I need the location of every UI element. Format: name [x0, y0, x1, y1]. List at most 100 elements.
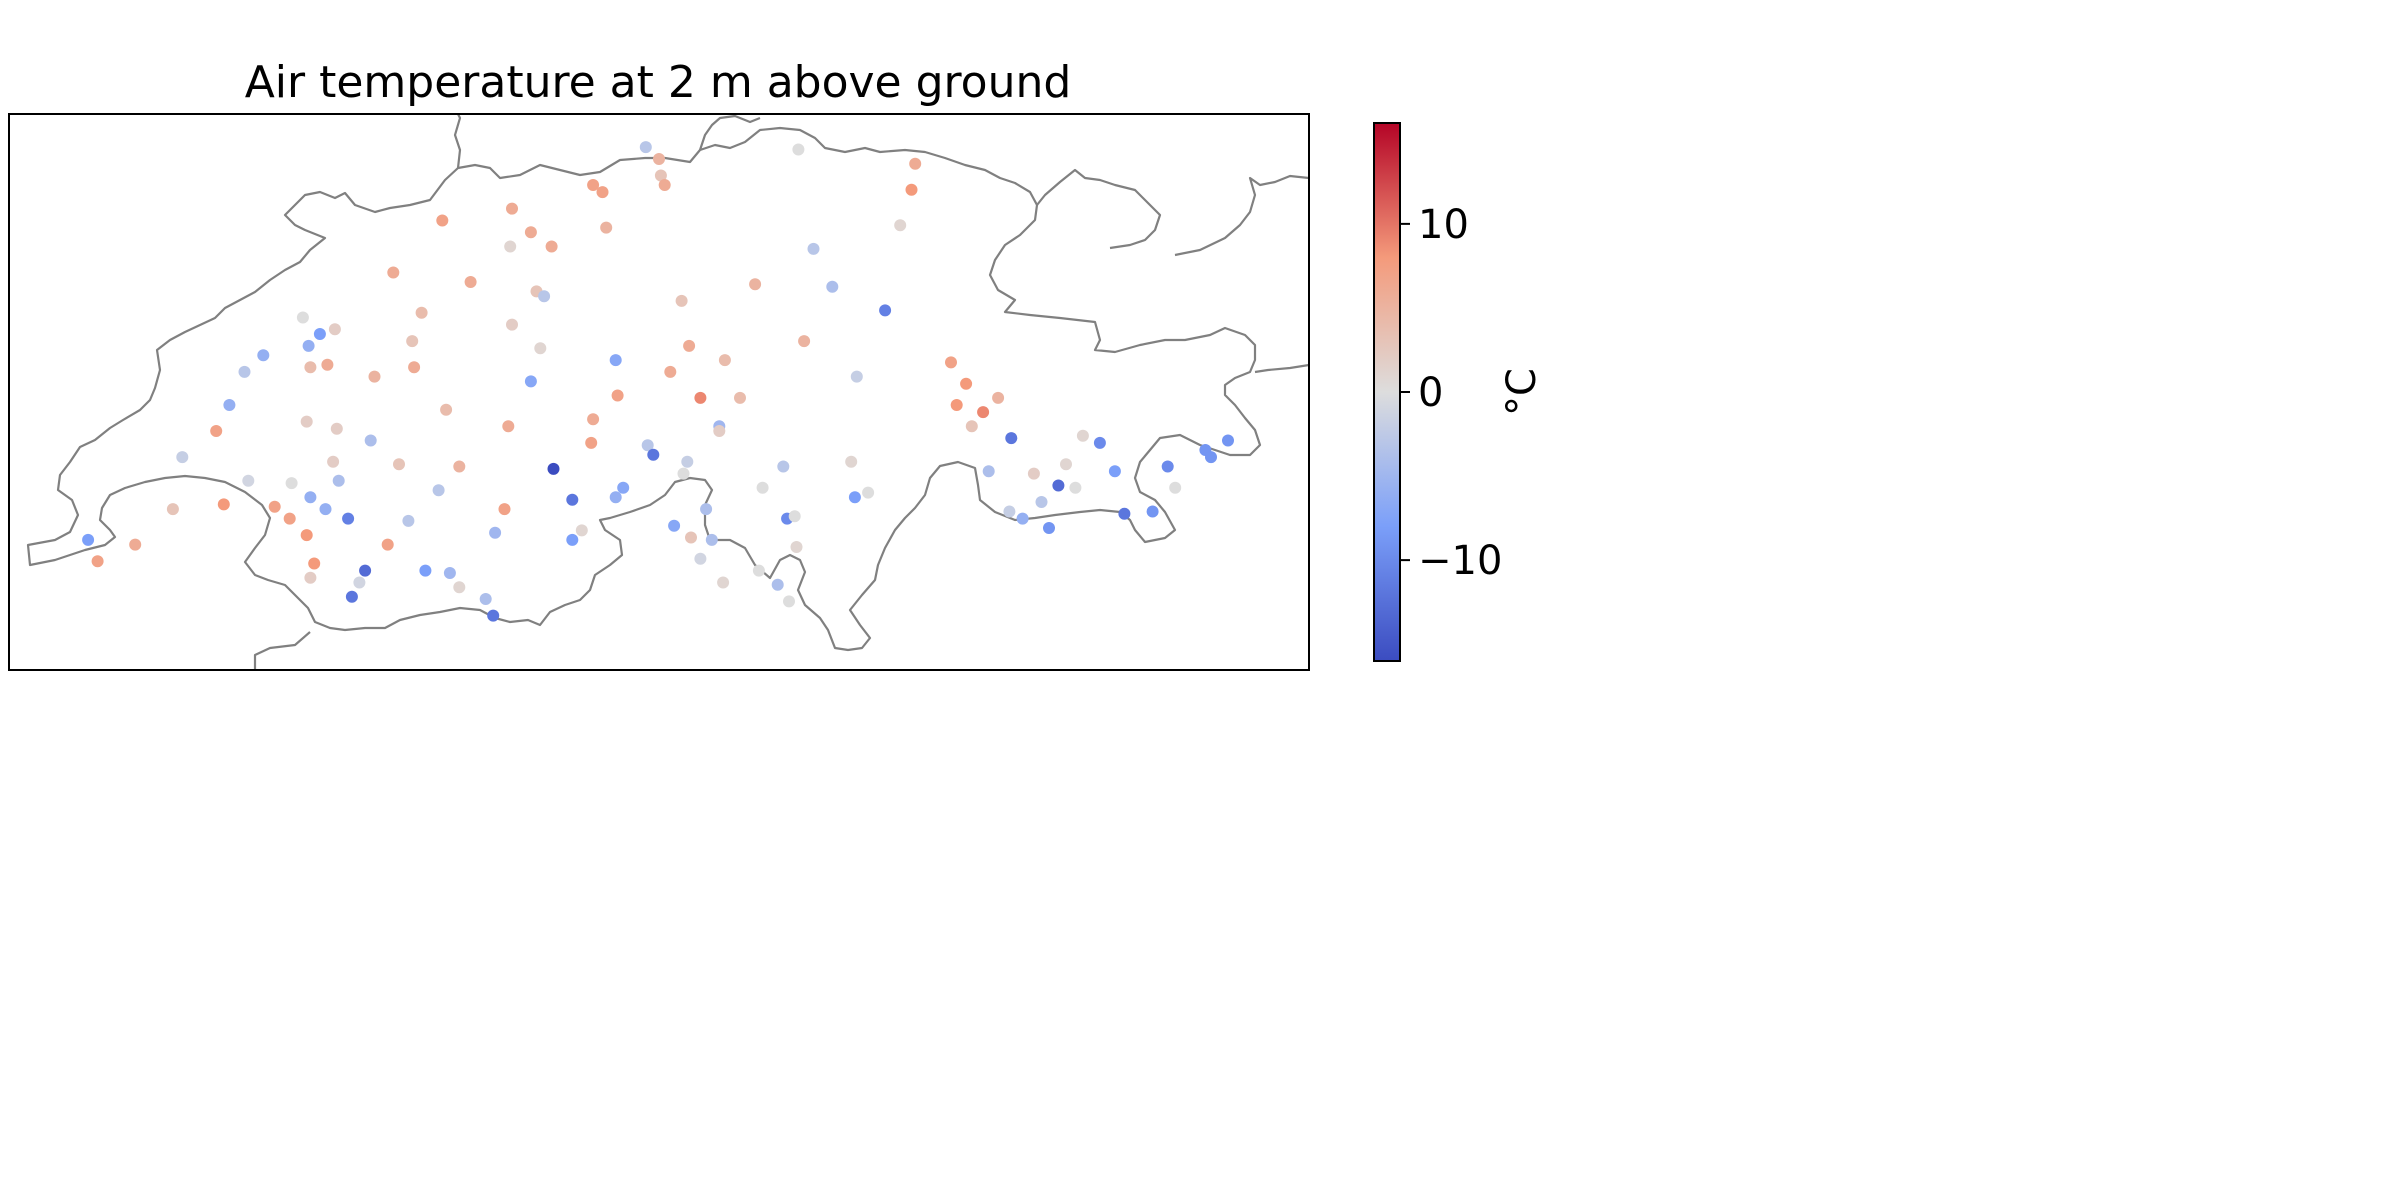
station-point	[440, 403, 453, 416]
station-point	[408, 361, 421, 374]
station-point	[945, 356, 957, 369]
station-point	[1060, 458, 1072, 471]
station-point	[639, 141, 652, 154]
station-point	[850, 370, 863, 383]
colorbar-gradient	[1373, 122, 1401, 662]
station-point	[1076, 429, 1089, 442]
station-point	[547, 462, 560, 475]
station-point	[992, 391, 1005, 404]
station-point	[368, 370, 381, 383]
station-point	[756, 481, 769, 494]
station-point	[879, 304, 892, 317]
map-frame	[8, 113, 1310, 671]
station-point	[700, 503, 713, 516]
station-point	[381, 538, 394, 551]
station-point	[681, 455, 694, 468]
station-point	[713, 425, 726, 437]
colorbar-tick-label: −10	[1418, 538, 1502, 584]
station-point	[300, 415, 313, 428]
station-point	[257, 349, 270, 362]
station-point	[304, 491, 317, 504]
station-point	[609, 354, 622, 367]
station-point	[453, 460, 466, 473]
station-point	[653, 153, 665, 165]
station-point	[950, 399, 963, 411]
station-point	[217, 498, 230, 511]
station-point	[752, 564, 765, 577]
station-point	[647, 448, 660, 461]
colorbar-tick-label: 0	[1418, 370, 1443, 416]
station-point	[359, 564, 372, 577]
station-point	[1043, 522, 1055, 534]
station-point	[685, 531, 697, 544]
station-point	[296, 311, 309, 324]
station-point	[717, 576, 730, 589]
station-point	[453, 581, 466, 594]
station-markers	[82, 141, 1234, 622]
station-point	[905, 183, 918, 196]
station-point	[342, 512, 355, 525]
station-point	[1093, 436, 1106, 449]
station-point	[321, 358, 334, 371]
station-point	[790, 541, 803, 553]
station-point	[1108, 465, 1121, 478]
station-point	[566, 493, 579, 506]
station-point	[283, 512, 296, 525]
station-point	[587, 413, 600, 426]
chart-title: Air temperature at 2 m above ground	[245, 57, 1072, 108]
station-point	[328, 323, 341, 336]
station-point	[82, 533, 95, 546]
station-point	[489, 526, 502, 539]
station-point	[1161, 460, 1174, 473]
station-point	[304, 361, 317, 374]
station-point	[129, 538, 142, 551]
station-point	[327, 455, 340, 468]
station-point	[443, 567, 456, 579]
station-point	[694, 552, 707, 565]
station-point	[1069, 481, 1082, 494]
station-point	[677, 467, 690, 480]
station-point	[771, 578, 784, 591]
station-point	[960, 377, 973, 390]
station-point	[566, 533, 579, 546]
station-point	[977, 406, 990, 419]
colorbar-label: °C	[1499, 368, 1545, 416]
station-point	[506, 318, 518, 331]
station-point	[694, 391, 707, 404]
station-point	[1027, 467, 1040, 480]
station-point	[600, 221, 613, 234]
station-point	[1146, 505, 1159, 518]
station-point	[534, 342, 547, 355]
station-point	[664, 365, 677, 378]
station-point	[1052, 479, 1065, 492]
station-point	[658, 179, 671, 191]
station-point	[683, 339, 696, 352]
map-panel	[8, 113, 1310, 671]
station-point	[675, 294, 688, 307]
station-point	[487, 609, 500, 622]
station-point	[783, 595, 795, 608]
station-point	[862, 486, 875, 499]
station-point	[313, 328, 326, 340]
station-point	[319, 503, 332, 516]
station-point	[387, 266, 400, 279]
station-point	[1205, 451, 1217, 464]
station-point	[432, 484, 445, 497]
colorbar: 10 0 −10 °C	[1373, 122, 1545, 662]
station-point	[166, 503, 179, 516]
station-point	[498, 503, 511, 516]
station-point	[479, 593, 492, 605]
station-point	[285, 477, 298, 490]
station-point	[304, 571, 317, 584]
station-point	[502, 420, 515, 433]
station-point	[641, 439, 654, 452]
station-point	[788, 510, 801, 523]
station-point	[1005, 432, 1018, 445]
station-point	[268, 500, 281, 513]
station-point	[210, 425, 223, 437]
station-point	[308, 557, 321, 570]
station-point	[845, 455, 858, 468]
station-point	[545, 240, 558, 253]
station-point	[909, 157, 922, 170]
station-point	[364, 434, 377, 447]
